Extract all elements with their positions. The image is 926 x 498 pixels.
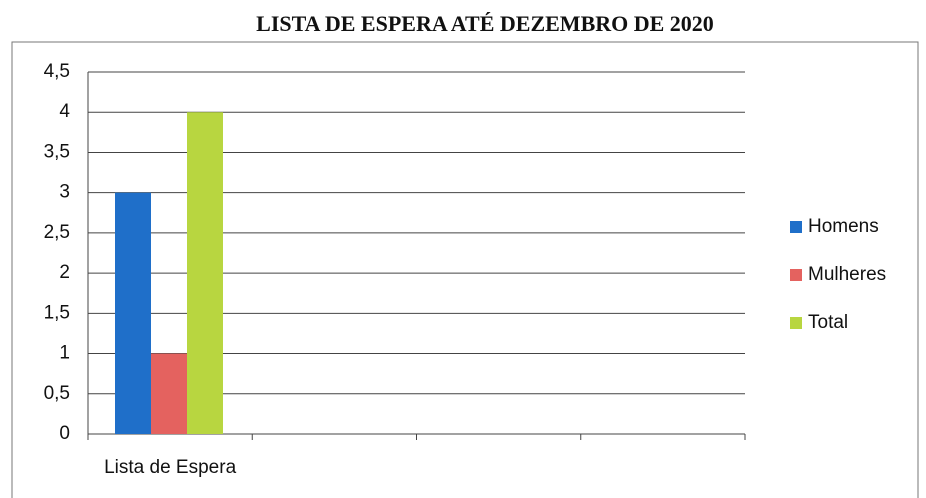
bar [187,112,223,434]
y-tick-label: 2 [59,262,70,283]
bar [151,353,187,434]
legend-swatch [790,317,802,329]
y-tick-label: 0,5 [44,383,70,404]
legend-swatch [790,269,802,281]
y-tick-label: 0 [59,423,70,444]
legend-label: Total [808,312,848,333]
chart-title: LISTA DE ESPERA ATÉ DEZEMBRO DE 2020 [256,11,714,36]
y-tick-label: 4 [59,101,70,122]
y-tick-label: 2,5 [44,222,70,243]
y-tick-label: 3 [59,182,70,203]
chart-frame [11,41,919,498]
bar [115,192,151,434]
y-tick-label: 1 [59,343,70,364]
y-tick-label: 3,5 [44,141,70,162]
legend-label: Mulheres [808,264,886,285]
y-tick-label: 1,5 [44,302,70,323]
x-tick-label: Lista de Espera [104,457,236,478]
y-tick-label: 4,5 [44,61,70,82]
legend-swatch [790,221,802,233]
legend-label: Homens [808,216,879,237]
